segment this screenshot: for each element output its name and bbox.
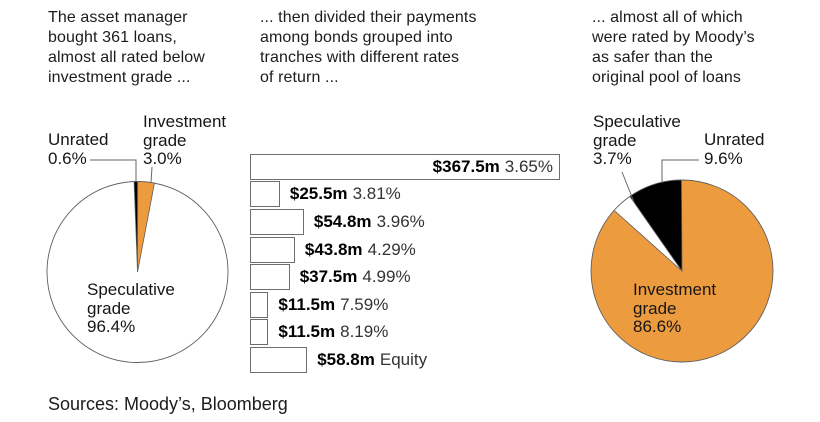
- tranche-rate: Equity: [379, 349, 428, 369]
- right-pie-slice-unrated: [629, 179, 683, 273]
- tranche-bar-chart: $367.5m 3.65% $25.5m 3.81% $54.8m 3.96% $43.8m…: [250, 153, 565, 374]
- tranche-rate: 3.81%: [352, 184, 401, 204]
- tranche-bar: [250, 319, 269, 346]
- left-pie-label-investment-grade: Investment grade 3.0%: [143, 112, 227, 168]
- right-pie-label-speculative-grade: Speculative grade 3.7%: [593, 112, 681, 168]
- tranche-amount: $367.5m: [432, 156, 500, 176]
- tranche-bar: [250, 291, 269, 318]
- tranche-bar: [250, 181, 280, 208]
- tranche-row: $58.8m Equity: [250, 346, 565, 374]
- tranche-amount: $43.8m: [304, 239, 363, 259]
- tranche-row: $11.5m 8.19%: [250, 319, 565, 347]
- right-pie-label-investment-grade: Investment grade 86.6%: [633, 280, 717, 336]
- tranche-row: $25.5m 3.81%: [250, 181, 565, 209]
- tranche-label: $58.8m Equity: [317, 350, 427, 370]
- tranche-amount: $25.5m: [289, 184, 348, 204]
- tranche-rate: 7.59%: [340, 294, 389, 314]
- tranche-label: $37.5m 4.99%: [300, 267, 411, 287]
- tranche-amount: $54.8m: [313, 211, 372, 231]
- left-pie-leader-investment-grade: [150, 166, 153, 183]
- tranche-label: $11.5m 8.19%: [278, 322, 388, 342]
- right-pie-leader-speculative-grade: [621, 171, 635, 203]
- tranche-rate: 4.99%: [362, 267, 411, 287]
- tranche-label: $43.8m 4.29%: [305, 240, 416, 260]
- tranche-amount: $11.5m: [278, 294, 336, 314]
- tranche-rate: 8.19%: [340, 322, 389, 342]
- tranche-amount: $37.5m: [299, 267, 358, 287]
- tranche-row: $367.5m 3.65%: [250, 153, 565, 181]
- tranche-bar: [250, 153, 560, 180]
- panel3-header: ... almost all of which were rated by Mo…: [592, 9, 755, 86]
- right-pie-label-unrated: Unrated 9.6%: [704, 130, 765, 168]
- tranche-label: $11.5m 7.59%: [278, 295, 388, 315]
- tranche-label: $54.8m 3.96%: [314, 212, 425, 232]
- tranche-rate: 3.96%: [376, 211, 425, 231]
- left-pie-leader-unrated: [90, 159, 137, 182]
- tranche-row: $37.5m 4.99%: [250, 263, 565, 291]
- tranche-row: $54.8m 3.96%: [250, 208, 565, 236]
- left-pie-label-speculative-grade: Speculative grade 96.4%: [87, 280, 175, 336]
- tranche-bar: [250, 264, 290, 291]
- right-pie-leader-unrated: [661, 159, 699, 183]
- tranche-rate: 4.29%: [367, 239, 416, 259]
- panel2-header: ... then divided their payments among bo…: [260, 9, 477, 86]
- tranche-row: $43.8m 4.29%: [250, 236, 565, 264]
- tranche-bar: [250, 208, 304, 235]
- tranche-row: $11.5m 7.59%: [250, 291, 565, 319]
- panel1-header: The asset manager bought 361 loans, almo…: [48, 9, 205, 86]
- tranche-label: $367.5m 3.65%: [433, 157, 553, 177]
- tranche-amount: $11.5m: [278, 322, 336, 342]
- tranche-bar: [250, 346, 308, 373]
- tranche-rate: 3.65%: [504, 156, 553, 176]
- sources-note: Sources: Moody’s, Bloomberg: [48, 394, 288, 414]
- tranche-bar: [250, 236, 295, 263]
- left-pie-label-unrated: Unrated 0.6%: [48, 130, 109, 168]
- tranche-label: $25.5m 3.81%: [290, 184, 401, 204]
- tranche-amount: $58.8m: [317, 349, 375, 369]
